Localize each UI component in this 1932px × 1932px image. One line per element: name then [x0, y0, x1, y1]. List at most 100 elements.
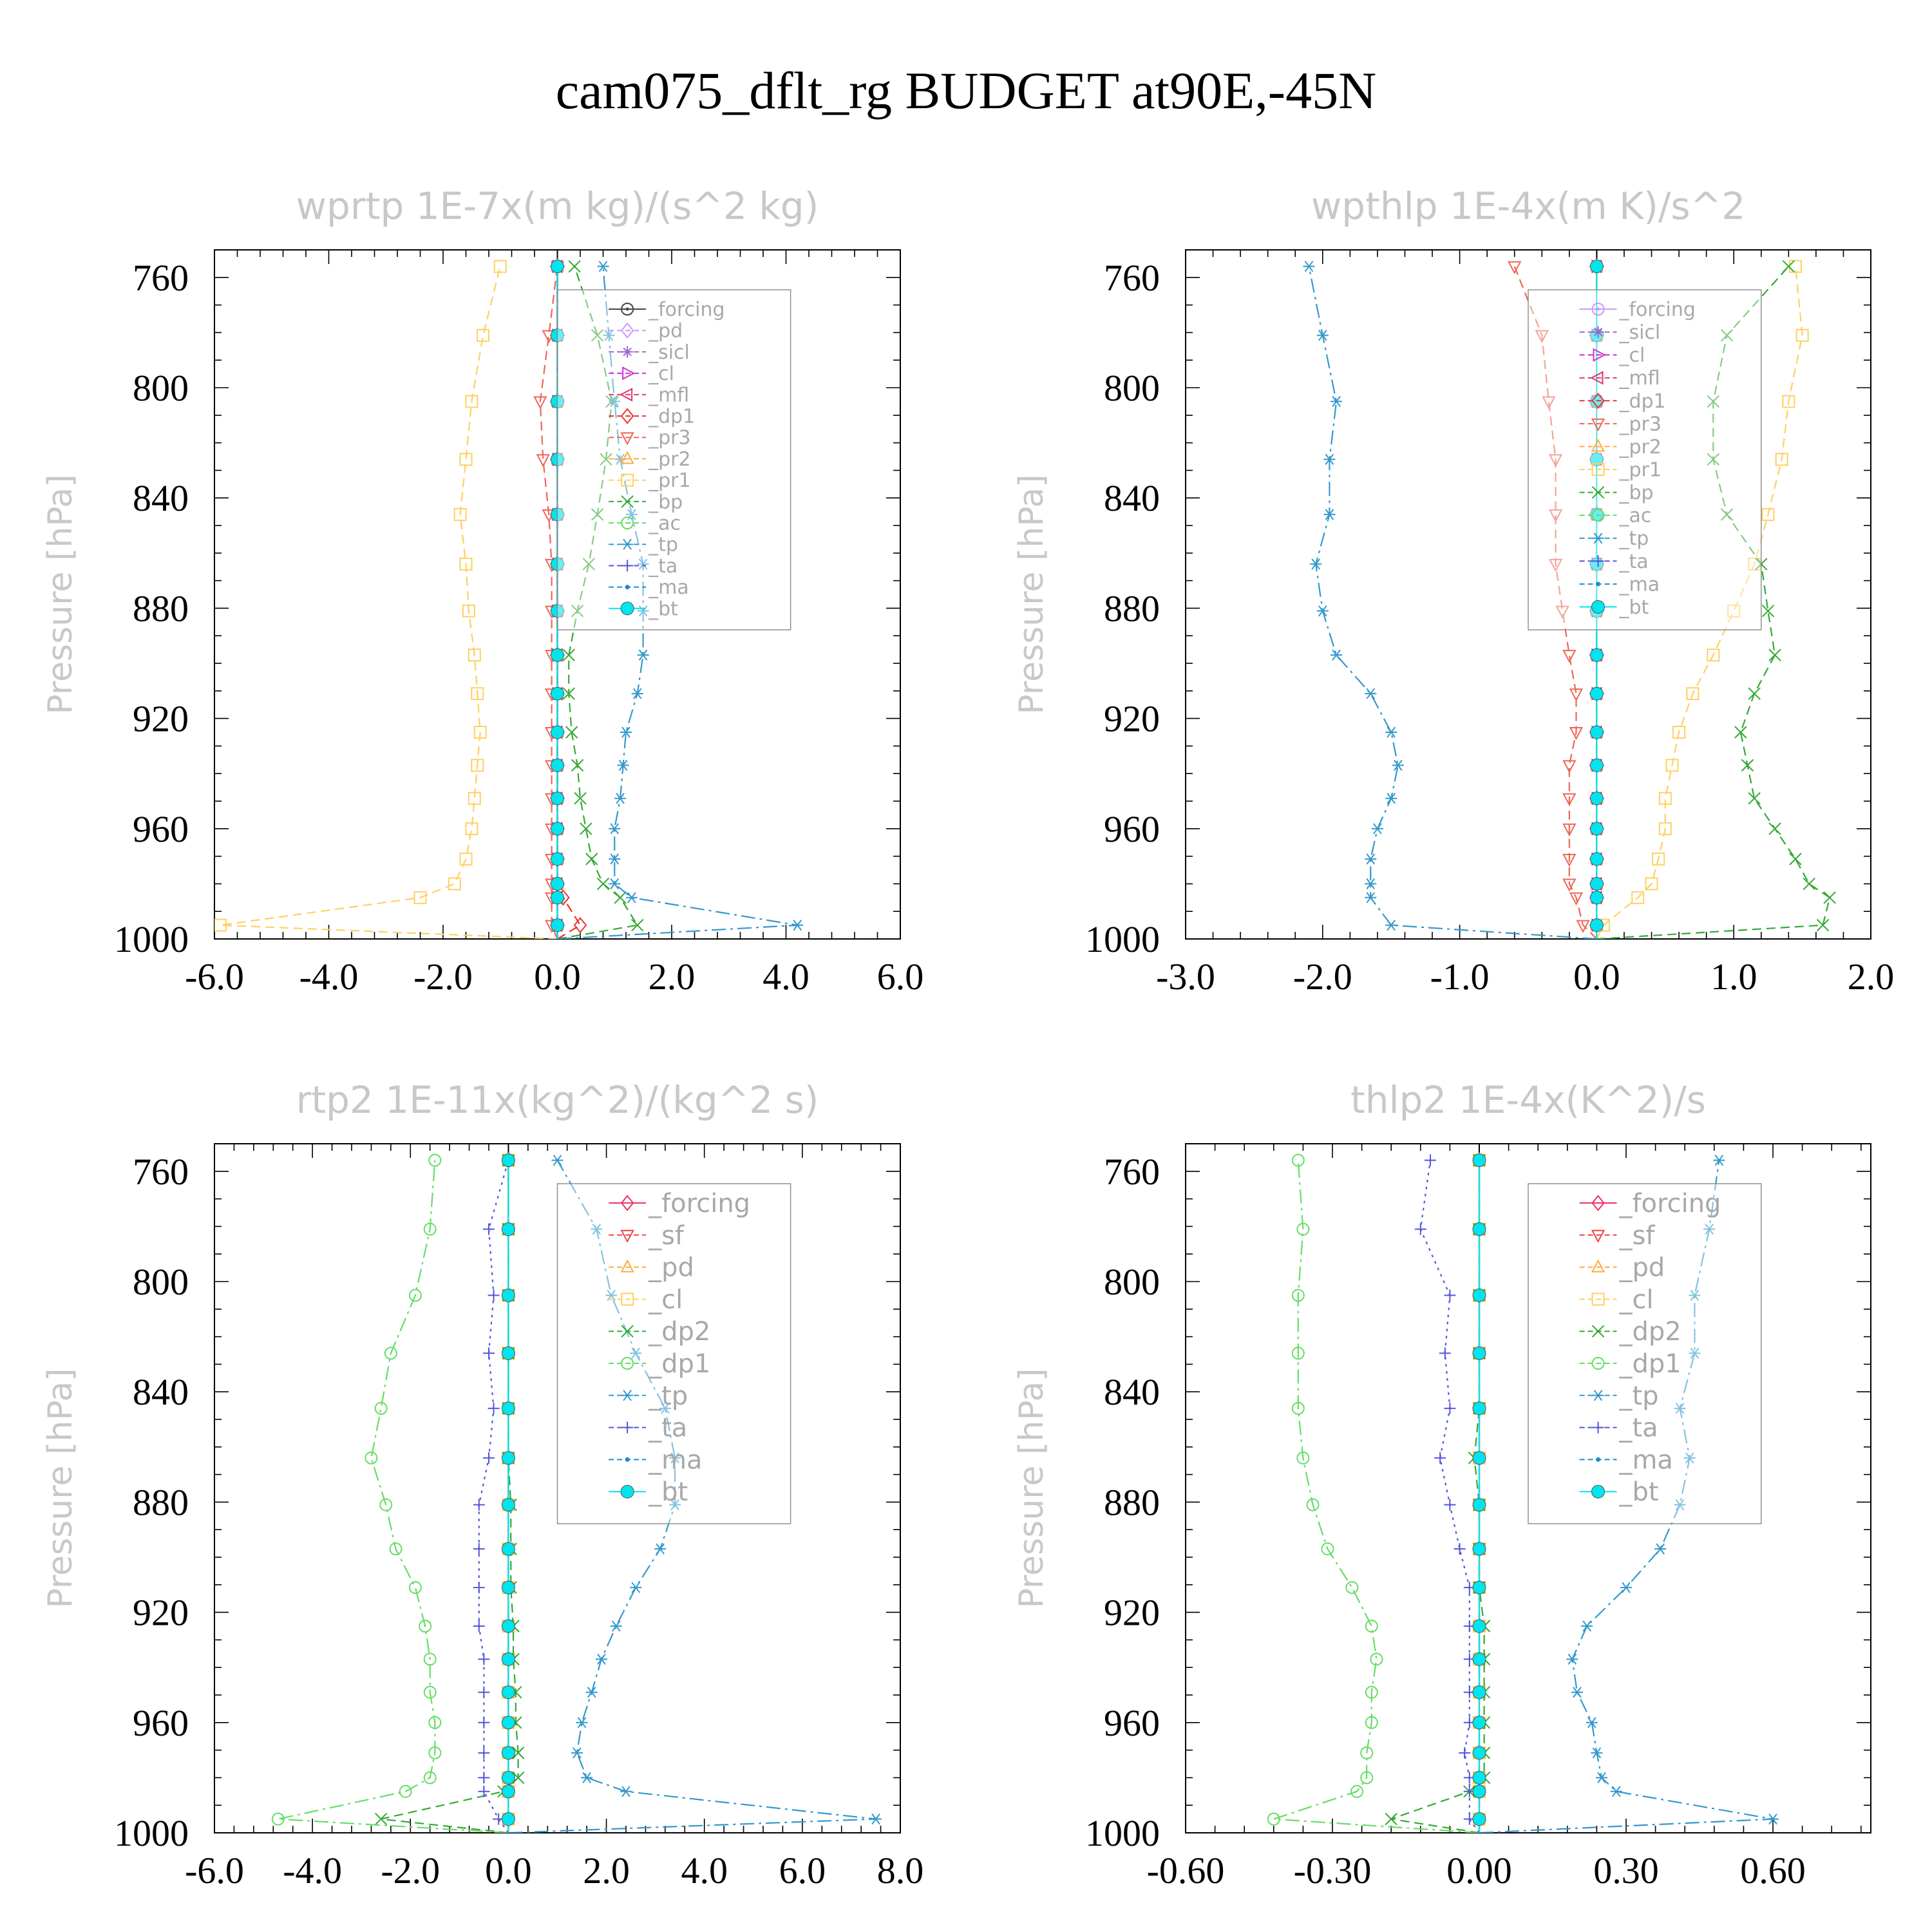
panel-2-legend-item-ma: _ma [1579, 573, 1660, 596]
panel-3-series-tp-point [571, 1747, 583, 1759]
panel-3-x-tick-label: 2.0 [583, 1850, 630, 1891]
panel-2-legend-item-pr2-marker [1591, 439, 1605, 452]
panel-2-series-tp-line [1308, 266, 1597, 939]
panel-4-series-tp-point [1689, 1347, 1701, 1359]
panel-1-series-bp-point [591, 328, 604, 342]
panel-2-series-bt-point [1589, 891, 1604, 905]
panel-3-series-bt-point [501, 1451, 515, 1465]
panel-3-legend-item-forcing-marker [620, 1195, 634, 1211]
panel-4-series-tp-point [1654, 1543, 1667, 1555]
panel-4-series-bt-point [1472, 1401, 1486, 1416]
panel-1-series-bp-point [585, 853, 598, 866]
panel-2-legend-item-pr2: _pr2 [1579, 436, 1662, 459]
panel-1-legend-item-ta: _ta [609, 555, 677, 578]
panel-4-legend-item-tp: _tp [1579, 1381, 1659, 1411]
panel-3-series-bt-point [501, 1685, 515, 1700]
panel-3-series-dp1-point [389, 1542, 402, 1556]
panel-4-series-dp1-point [1291, 1347, 1305, 1360]
panel-3-series-group [271, 1152, 882, 1833]
panel-3-series-dp1-point [428, 1153, 442, 1167]
panel-1-series-pr3-point [536, 454, 550, 468]
panel-4-series-bt-point [1472, 1498, 1486, 1512]
panel-2-series-bt-point [1589, 758, 1604, 772]
panel-1-y-tick-label: 840 [133, 477, 189, 519]
panel-1-legend-item-bp: _bp [609, 491, 683, 513]
panel-1-series-bt-point [551, 687, 564, 701]
panel-4-series-tp-point [1703, 1224, 1716, 1235]
panel-1-series-bp-point [574, 792, 587, 805]
panel-2-series-tp-point [1310, 558, 1322, 570]
panel-3-series-ta-point [483, 1452, 495, 1464]
panel-1-legend-item-mfl: _mfl [609, 384, 689, 406]
panel-4-series-dp1-point [1360, 1746, 1374, 1759]
panel-1-legend-item-dp1-label: _dp1 [648, 406, 695, 428]
figure-title: cam075_dflt_rg BUDGET at90E,-45N [556, 61, 1377, 120]
panel-2-legend-item-sicl-marker [1592, 326, 1604, 338]
panel-2-y-tick-label: 920 [1104, 698, 1160, 740]
panel-1-series-bt-point [551, 758, 564, 772]
panel-4-legend-item-ma-marker [1596, 1457, 1601, 1462]
panel-2-series-bt-point [1589, 822, 1604, 836]
panel-2-series-pr1-point [1645, 877, 1658, 891]
panel-1-legend-item-pr2-label: _pr2 [648, 448, 690, 471]
panel-3-series-ta-point [478, 1785, 490, 1797]
panel-4-x-tick-label: 0.30 [1593, 1850, 1659, 1891]
panel-2-series-pr3-point [1542, 396, 1556, 410]
panel-2-series-pr1-point [1707, 649, 1720, 662]
panel-2-legend-item-ta-label: _ta [1618, 551, 1648, 573]
panel-2-series-pr3-point [1576, 920, 1590, 933]
panel-2-series-bp-point [1823, 891, 1836, 904]
panel-1-series-pr1-point [459, 453, 473, 466]
panel-2-series-bp-point [1803, 877, 1815, 891]
panel-2-x-tick-label: -3.0 [1156, 956, 1215, 998]
panel-2-series-pr3-point [1569, 892, 1584, 905]
panel-1-series-pr1-point [462, 604, 475, 618]
panel-1-series-tp-point [620, 726, 632, 738]
panel-2-series-tp-point [1385, 726, 1397, 738]
panel-3-legend-item-sf-marker [620, 1229, 634, 1243]
panel-4-legend-item-ma: _ma [1579, 1445, 1673, 1475]
panel-2-y-tick-label: 840 [1104, 477, 1160, 519]
panel-4-series-tp-point [1713, 1155, 1725, 1166]
panel-2-legend-item-forcing-label: _forcing [1618, 299, 1695, 321]
panel-3-y-axis-label: Pressure [hPa] [41, 1368, 80, 1609]
panel-2-series-pr1-point [1795, 328, 1809, 342]
panel-3-series-dp1-point [428, 1746, 442, 1759]
panel-4-legend-item-dp2-label: _dp2 [1618, 1317, 1681, 1347]
panel-3-series-bt-point [501, 1619, 515, 1633]
panel-3-series-tp-point [581, 1772, 593, 1783]
panel-4-legend-item-dp1-marker [1591, 1357, 1605, 1370]
panel-4-series-ta-point [1425, 1154, 1436, 1166]
panel-1-series-tp-point [625, 892, 638, 904]
panel-4-legend-item-tp-marker [1592, 1390, 1604, 1401]
panel-4-legend-item-dp2-marker [1591, 1325, 1605, 1338]
panel-3-series-bt-point [501, 1812, 515, 1826]
panel-2-series-pr3-point [1569, 688, 1584, 702]
panel-2-series-pr1-point [1782, 395, 1795, 408]
panel-1-series-pr1-point [468, 649, 481, 662]
panel-3-legend-item-bt-marker [620, 1484, 634, 1499]
panel-4-series-bt-point [1472, 1812, 1486, 1826]
panel-4-y-tick-label: 880 [1104, 1481, 1160, 1523]
panel-4-series-dp1-point [1321, 1542, 1334, 1556]
panel-1-series-tp-point [637, 558, 649, 570]
panel-2-series-tp-point [1365, 688, 1377, 699]
panel-1-series-pr1-point [471, 687, 484, 701]
panel-4-series-ta-line [1419, 1160, 1480, 1833]
panel-1-x-tick-label: -2.0 [413, 956, 473, 998]
panel-2-series-bt-point [1589, 876, 1604, 891]
panel-2-legend-item-pr1-label: _pr1 [1618, 459, 1661, 482]
panel-2-series-pr3-point [1562, 760, 1577, 773]
panel-3-series-tp-point [595, 1653, 607, 1665]
chart-panels: wprtp 1E-7x(m kg)/(s^2 kg) Pressure [hPa]… [41, 184, 1894, 1891]
panel-2-series-pr1-point [1631, 891, 1645, 904]
panel-2-legend-item-bp-marker [1591, 486, 1605, 499]
panel-4-series-ta-point [1439, 1347, 1451, 1359]
panel-4-series-ta-point [1434, 1452, 1446, 1464]
panel-2-series-bp-point [1720, 328, 1734, 342]
panel-3-series-dp1-point [379, 1498, 393, 1511]
panel-3-series-ta-point [478, 1772, 490, 1784]
panel-4-series-tp-point [1674, 1403, 1686, 1414]
panel-1-y-axis-label: Pressure [hPa] [41, 475, 80, 715]
panel-3-series-tp-point [630, 1582, 642, 1593]
